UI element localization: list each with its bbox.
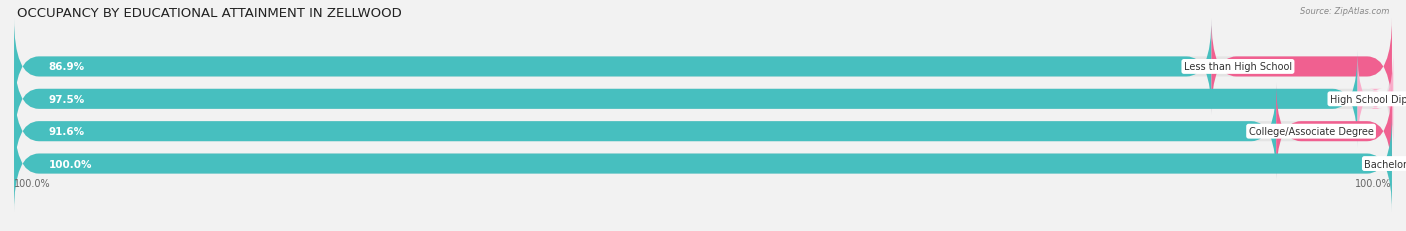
- Text: Source: ZipAtlas.com: Source: ZipAtlas.com: [1299, 7, 1389, 16]
- Text: 100.0%: 100.0%: [48, 159, 91, 169]
- Text: 100.0%: 100.0%: [14, 178, 51, 188]
- Text: Less than High School: Less than High School: [1184, 62, 1292, 72]
- Text: 86.9%: 86.9%: [48, 62, 84, 72]
- FancyBboxPatch shape: [14, 19, 1212, 115]
- FancyBboxPatch shape: [1358, 51, 1393, 147]
- FancyBboxPatch shape: [14, 51, 1358, 147]
- FancyBboxPatch shape: [14, 116, 1392, 212]
- FancyBboxPatch shape: [14, 51, 1392, 147]
- FancyBboxPatch shape: [14, 84, 1392, 180]
- FancyBboxPatch shape: [14, 116, 1392, 212]
- Text: High School Diploma: High School Diploma: [1330, 94, 1406, 104]
- Text: OCCUPANCY BY EDUCATIONAL ATTAINMENT IN ZELLWOOD: OCCUPANCY BY EDUCATIONAL ATTAINMENT IN Z…: [17, 7, 402, 20]
- FancyBboxPatch shape: [1212, 19, 1392, 115]
- FancyBboxPatch shape: [14, 19, 1392, 115]
- FancyBboxPatch shape: [1277, 84, 1392, 180]
- Text: 100.0%: 100.0%: [1355, 178, 1392, 188]
- Text: 91.6%: 91.6%: [48, 127, 84, 137]
- Text: 97.5%: 97.5%: [48, 94, 84, 104]
- Text: College/Associate Degree: College/Associate Degree: [1249, 127, 1374, 137]
- FancyBboxPatch shape: [14, 84, 1277, 180]
- Text: Bachelor's Degree or higher: Bachelor's Degree or higher: [1364, 159, 1406, 169]
